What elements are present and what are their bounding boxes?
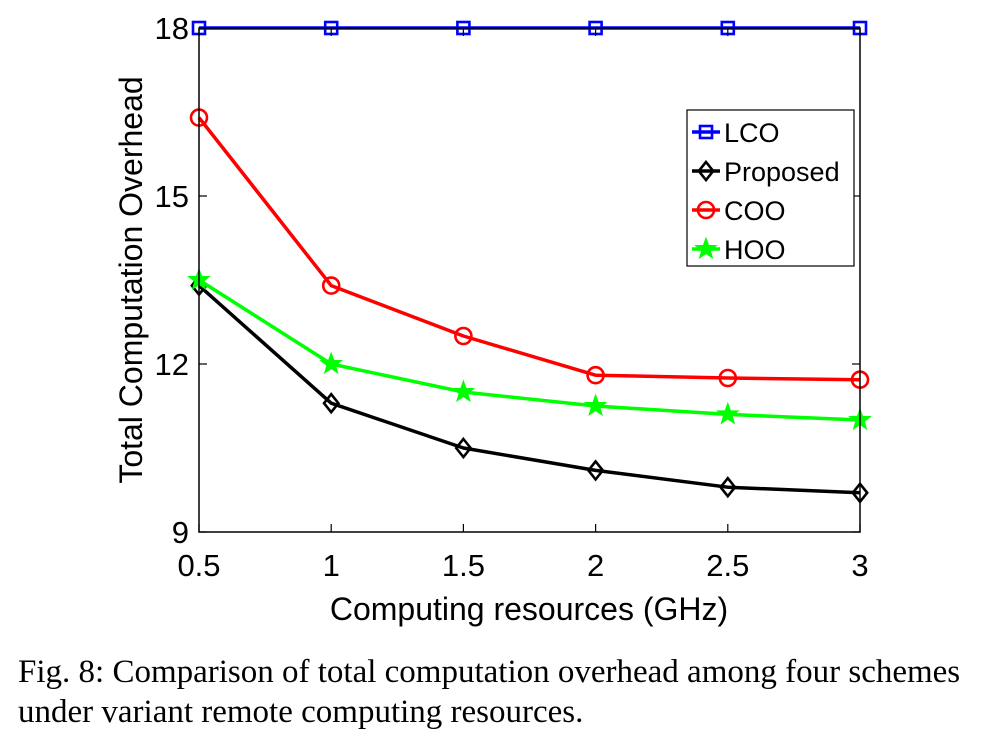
figure-caption: Fig. 8: Comparison of total computation … [18,654,961,730]
data-point-hoo [715,401,740,425]
y-tick-label: 9 [172,515,189,550]
data-point-proposed [718,476,737,499]
x-tick-label: 2 [587,548,604,583]
x-tick-label: 0.5 [177,548,220,583]
data-point-coo [454,326,473,346]
data-point-coo [321,276,341,295]
legend-marker-lco [698,124,714,140]
series-proposed [190,274,869,504]
data-point-hoo [583,393,608,417]
plot-area-frame [198,27,861,533]
data-point-proposed [586,459,605,482]
legend-entry-hoo: HOO [692,235,786,265]
series-line-hoo [198,278,861,422]
legend-entry-coo: COO [692,196,786,226]
data-point-proposed [322,392,341,415]
y-axis-label: Total Computation Overhead [113,76,149,483]
y-tick-label: 18 [155,11,189,46]
y-tick-label: 15 [155,179,189,214]
legend-marker-proposed [697,159,715,183]
axes: 0.5 1 1.5 2 2.5 3 9 12 15 18 [155,11,869,583]
legend-entry-lco: LCO [692,118,780,148]
legend-label-hoo: HOO [724,235,786,265]
legend-label-coo: COO [724,196,786,226]
data-point-coo [718,368,738,388]
legend-label-proposed: Proposed [724,157,840,187]
legend-box [686,109,855,267]
data-point-hoo [451,379,476,403]
x-axis-label: Computing resources (GHz) [330,591,728,627]
legend-entry-proposed: Proposed [692,157,840,187]
legend-label-lco: LCO [724,118,780,148]
data-point-proposed [454,436,473,460]
x-tick-label: 2.5 [706,548,749,583]
legend-marker-coo [696,200,716,220]
data-layer [187,20,872,504]
x-tick-label: 1 [323,548,340,583]
series-line-coo [197,116,861,382]
series-hoo [187,267,872,431]
legend-marker-hoo [694,236,718,260]
x-tick-label: 3 [851,548,868,583]
series-line-proposed [197,284,861,495]
data-point-hoo [319,351,344,375]
y-tick-label: 12 [155,347,189,382]
data-point-coo [586,365,605,385]
x-tick-label: 1.5 [442,548,485,583]
line-chart: 0.5 1 1.5 2 2.5 3 9 12 15 18 Total Computation Ov… [113,11,872,627]
legend: LCO Proposed COO HOO [686,109,855,267]
